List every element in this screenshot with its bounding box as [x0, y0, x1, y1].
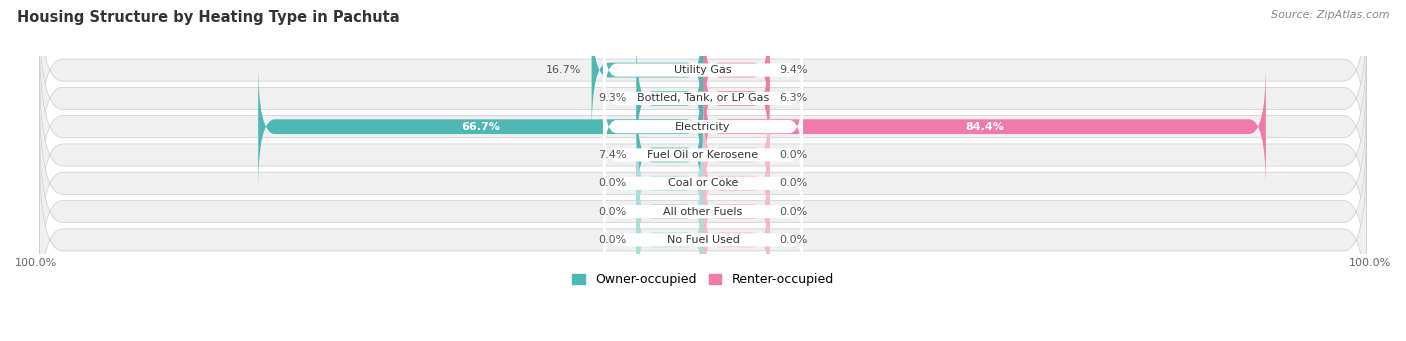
- Text: 0.0%: 0.0%: [780, 150, 808, 160]
- FancyBboxPatch shape: [39, 152, 1367, 328]
- FancyBboxPatch shape: [603, 77, 803, 177]
- Text: 9.3%: 9.3%: [598, 93, 626, 103]
- FancyBboxPatch shape: [703, 148, 769, 275]
- FancyBboxPatch shape: [259, 63, 703, 190]
- Text: 0.0%: 0.0%: [780, 178, 808, 188]
- Text: Housing Structure by Heating Type in Pachuta: Housing Structure by Heating Type in Pac…: [17, 10, 399, 25]
- FancyBboxPatch shape: [703, 7, 769, 133]
- FancyBboxPatch shape: [39, 123, 1367, 300]
- FancyBboxPatch shape: [637, 35, 703, 162]
- FancyBboxPatch shape: [603, 48, 803, 148]
- FancyBboxPatch shape: [39, 39, 1367, 215]
- Text: No Fuel Used: No Fuel Used: [666, 235, 740, 245]
- Text: 0.0%: 0.0%: [598, 235, 626, 245]
- FancyBboxPatch shape: [603, 162, 803, 262]
- FancyBboxPatch shape: [39, 10, 1367, 187]
- Text: 9.4%: 9.4%: [780, 65, 808, 75]
- FancyBboxPatch shape: [637, 148, 703, 275]
- FancyBboxPatch shape: [703, 35, 769, 162]
- Text: 0.0%: 0.0%: [780, 207, 808, 217]
- Text: 0.0%: 0.0%: [780, 235, 808, 245]
- FancyBboxPatch shape: [637, 177, 703, 303]
- FancyBboxPatch shape: [603, 133, 803, 233]
- Text: 66.7%: 66.7%: [461, 122, 501, 132]
- Text: 7.4%: 7.4%: [598, 150, 626, 160]
- FancyBboxPatch shape: [703, 177, 769, 303]
- Text: 84.4%: 84.4%: [965, 122, 1004, 132]
- FancyBboxPatch shape: [603, 20, 803, 120]
- FancyBboxPatch shape: [603, 190, 803, 290]
- FancyBboxPatch shape: [637, 120, 703, 247]
- Text: 6.3%: 6.3%: [780, 93, 808, 103]
- Text: Coal or Coke: Coal or Coke: [668, 178, 738, 188]
- FancyBboxPatch shape: [39, 67, 1367, 243]
- FancyBboxPatch shape: [703, 92, 769, 218]
- FancyBboxPatch shape: [39, 95, 1367, 271]
- FancyBboxPatch shape: [39, 0, 1367, 158]
- Text: 0.0%: 0.0%: [598, 178, 626, 188]
- Text: Source: ZipAtlas.com: Source: ZipAtlas.com: [1271, 10, 1389, 20]
- FancyBboxPatch shape: [703, 120, 769, 247]
- FancyBboxPatch shape: [703, 63, 1265, 190]
- FancyBboxPatch shape: [637, 92, 703, 218]
- FancyBboxPatch shape: [592, 7, 703, 133]
- Text: 0.0%: 0.0%: [598, 207, 626, 217]
- Text: Bottled, Tank, or LP Gas: Bottled, Tank, or LP Gas: [637, 93, 769, 103]
- Text: Electricity: Electricity: [675, 122, 731, 132]
- Text: 16.7%: 16.7%: [547, 65, 582, 75]
- Text: Utility Gas: Utility Gas: [675, 65, 731, 75]
- Text: All other Fuels: All other Fuels: [664, 207, 742, 217]
- FancyBboxPatch shape: [603, 105, 803, 205]
- Legend: Owner-occupied, Renter-occupied: Owner-occupied, Renter-occupied: [568, 268, 838, 291]
- Text: Fuel Oil or Kerosene: Fuel Oil or Kerosene: [647, 150, 759, 160]
